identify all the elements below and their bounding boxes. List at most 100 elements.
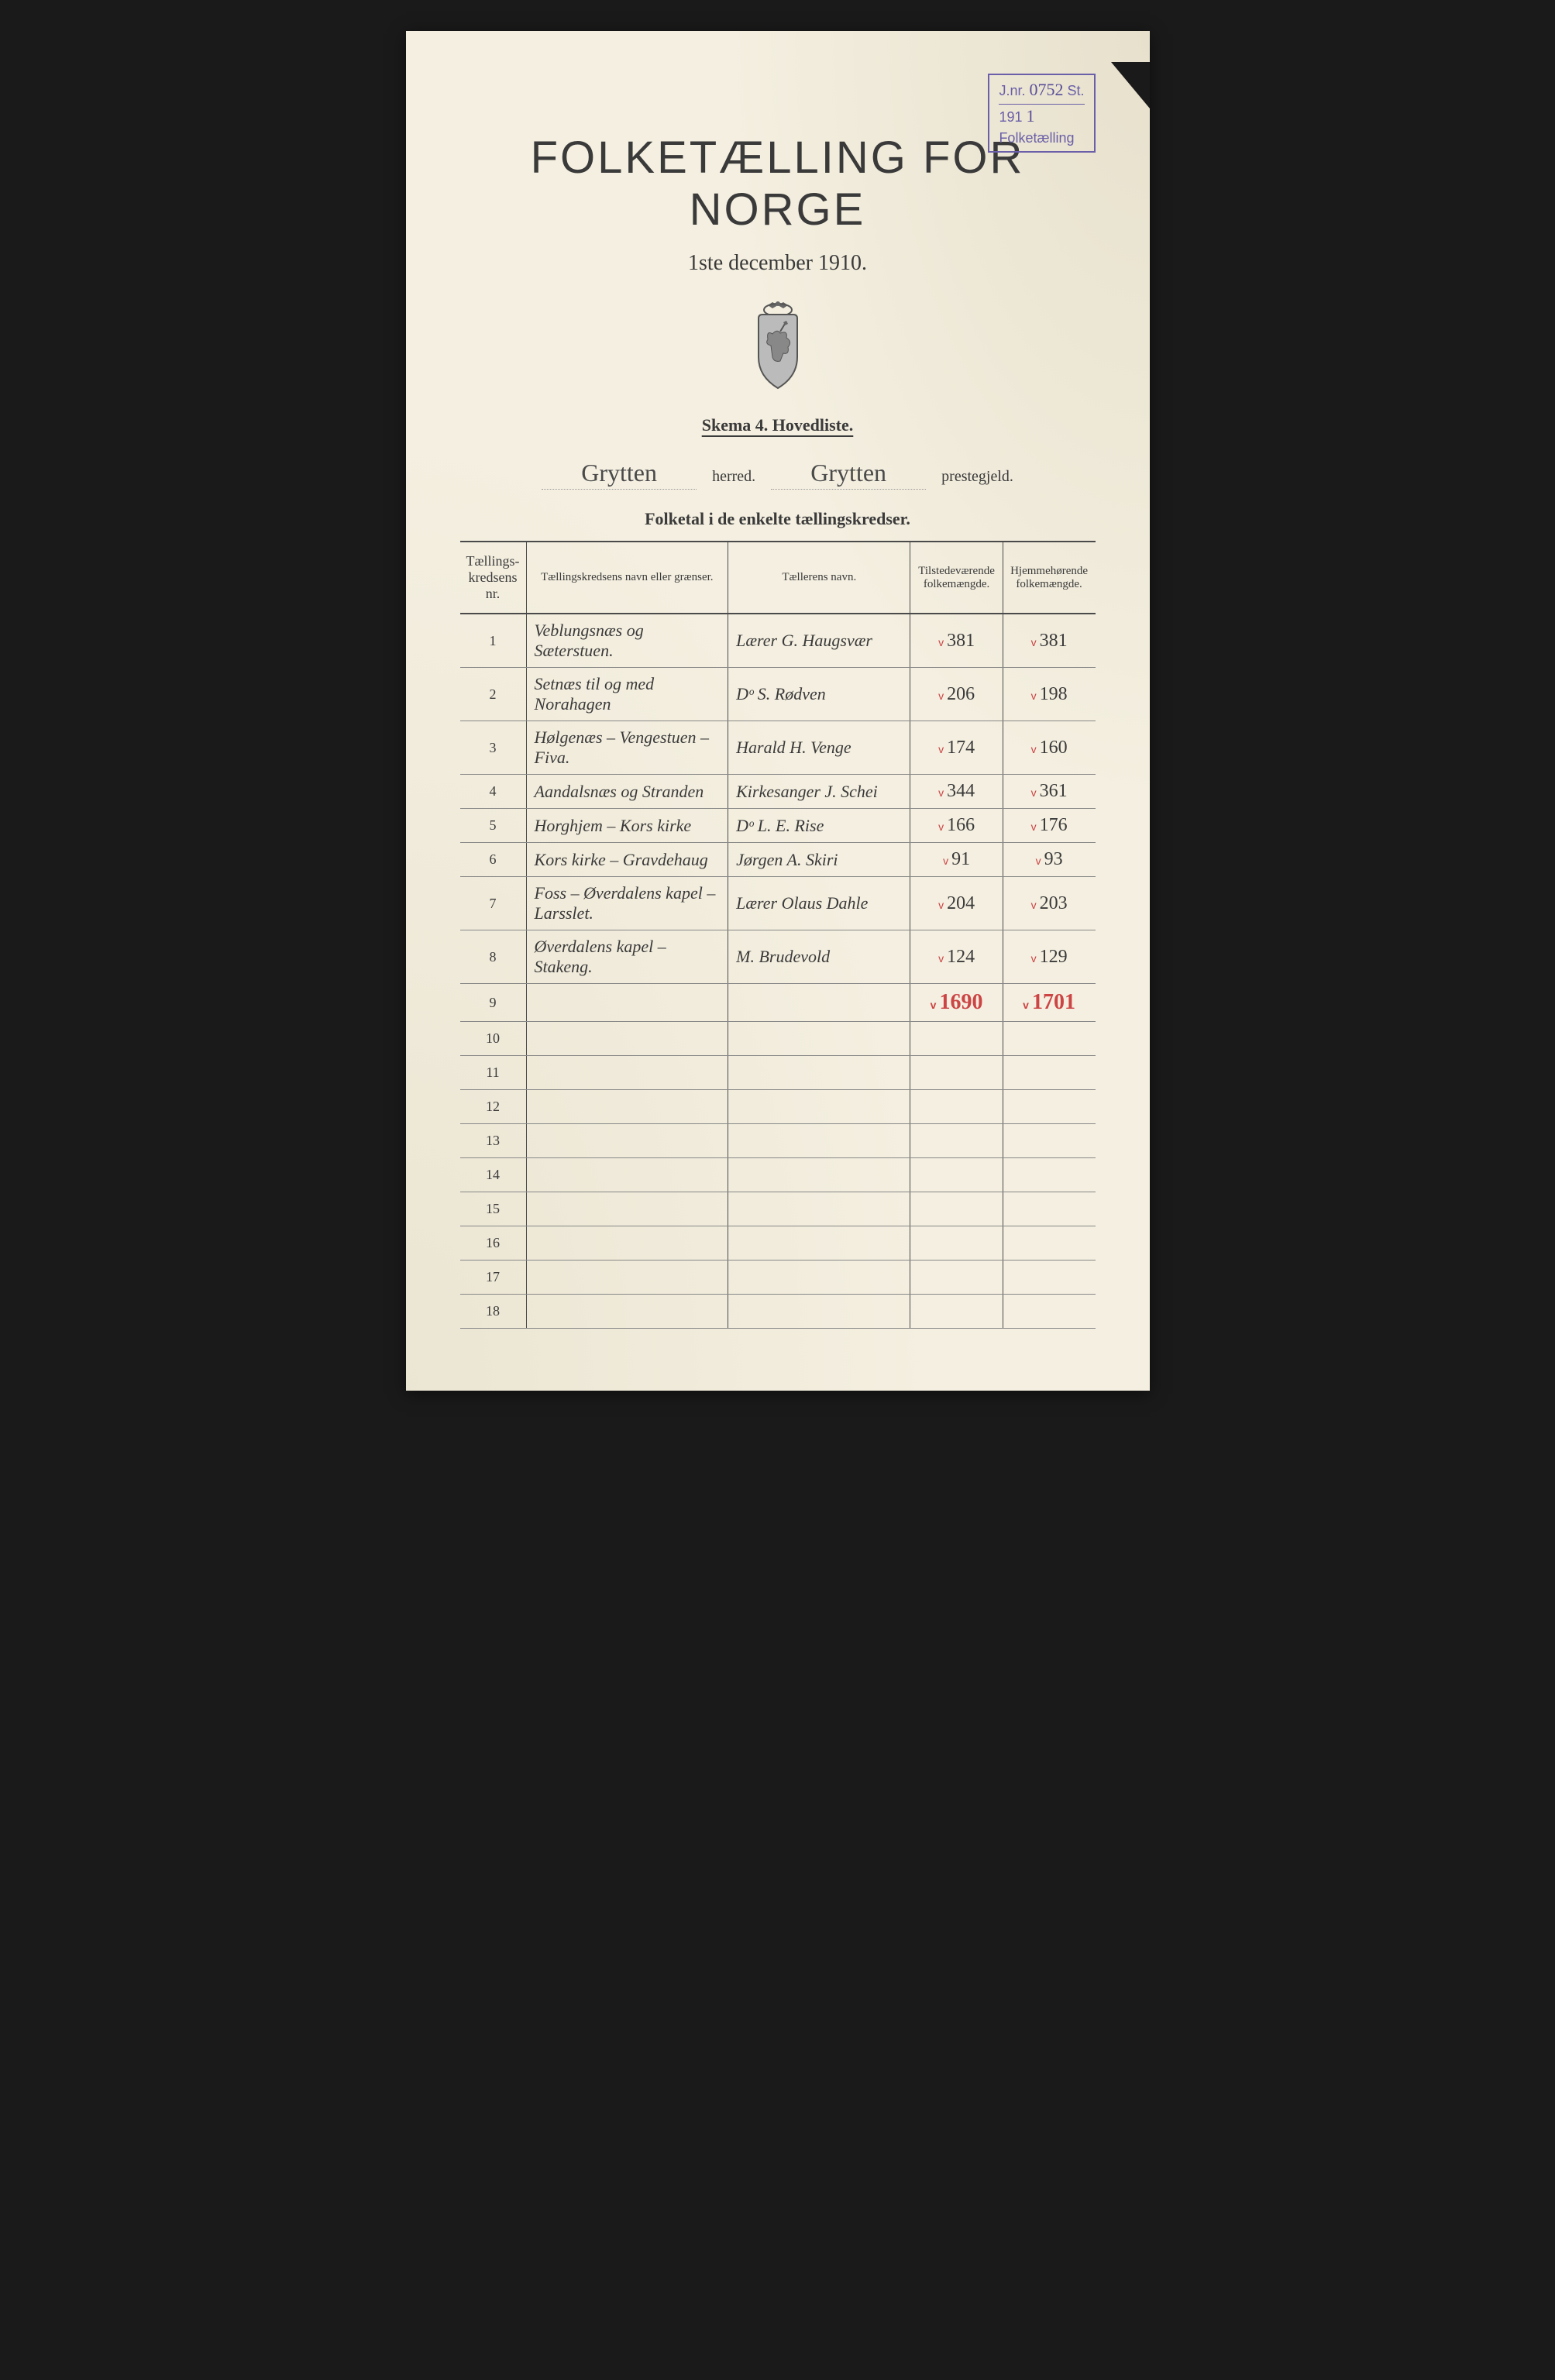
cell-empty: [728, 1158, 910, 1192]
skema-heading: Skema 4. Hovedliste.: [460, 415, 1096, 435]
cell-empty: [910, 1056, 1003, 1090]
cell-taeller: Harald H. Venge: [728, 721, 910, 775]
table-row-empty: 10: [460, 1022, 1096, 1056]
cell-empty: [910, 1090, 1003, 1124]
cell-empty: [1003, 1158, 1095, 1192]
herred-label: herred.: [712, 468, 755, 486]
stamp-year-digit: 1: [1027, 106, 1035, 126]
cell-navn: Setnæs til og med Norahagen: [526, 668, 728, 721]
cell-nr: 11: [460, 1056, 527, 1090]
cell-nr: 14: [460, 1158, 527, 1192]
table-row: 2 Setnæs til og med Norahagen Dᵒ S. Rødv…: [460, 668, 1096, 721]
cell-empty: [1003, 1124, 1095, 1158]
cell-nr: 8: [460, 930, 527, 984]
cell-hjem: v381: [1003, 614, 1095, 668]
cell-navn: Aandalsnæs og Stranden: [526, 775, 728, 809]
cell-tilst: v91: [910, 843, 1003, 877]
cell-tilst: v166: [910, 809, 1003, 843]
cell-taeller: Kirkesanger J. Schei: [728, 775, 910, 809]
cell-navn: Øverdalens kapel – Stakeng.: [526, 930, 728, 984]
prestegjeld-value: Grytten: [771, 459, 926, 490]
herred-line: Grytten herred. Grytten prestegjeld.: [460, 459, 1096, 490]
cell-taeller: M. Brudevold: [728, 930, 910, 984]
cell-hjem: v93: [1003, 843, 1095, 877]
cell-taeller: Dᵒ S. Rødven: [728, 668, 910, 721]
table-row-empty: 18: [460, 1295, 1096, 1329]
cell-empty: [526, 1158, 728, 1192]
cell-nr: 10: [460, 1022, 527, 1056]
cell-total-tilst: v1690: [910, 984, 1003, 1022]
cell-empty: [728, 1261, 910, 1295]
page-subtitle: 1ste december 1910.: [460, 251, 1096, 276]
herred-value: Grytten: [542, 459, 697, 490]
cell-nr: 17: [460, 1261, 527, 1295]
cell-empty: [728, 1022, 910, 1056]
table-row: 4 Aandalsnæs og Stranden Kirkesanger J. …: [460, 775, 1096, 809]
cell-navn: Horghjem – Kors kirke: [526, 809, 728, 843]
cell-hjem: v160: [1003, 721, 1095, 775]
cell-nr: 15: [460, 1192, 527, 1226]
column-header-nr: Tællings-kredsens nr.: [460, 542, 527, 614]
cell-nr: 2: [460, 668, 527, 721]
cell-hjem: v176: [1003, 809, 1095, 843]
cell-empty: [1003, 1022, 1095, 1056]
cell-empty: [910, 1192, 1003, 1226]
cell-empty: [728, 1056, 910, 1090]
cell-total-hjem: v1701: [1003, 984, 1095, 1022]
cell-empty: [910, 1261, 1003, 1295]
cell-empty: [526, 1226, 728, 1261]
cell-empty: [910, 1158, 1003, 1192]
coat-of-arms-icon: [460, 299, 1096, 392]
table-row: 3 Hølgenæs – Vengestuen – Fiva. Harald H…: [460, 721, 1096, 775]
cell-tilst: v174: [910, 721, 1003, 775]
prestegjeld-label: prestegjeld.: [941, 468, 1013, 486]
cell-empty: [910, 1226, 1003, 1261]
table-row-empty: 17: [460, 1261, 1096, 1295]
cell-tilst: v206: [910, 668, 1003, 721]
cell-empty: [1003, 1056, 1095, 1090]
stamp-jnr-number: 0752: [1029, 80, 1063, 99]
cell-nr: 13: [460, 1124, 527, 1158]
census-table: Tællings-kredsens nr. Tællingskredsens n…: [460, 541, 1096, 1329]
table-row-empty: 11: [460, 1056, 1096, 1090]
cell-tilst: v124: [910, 930, 1003, 984]
stamp-word: Folketælling: [999, 129, 1084, 148]
cell-nr: 4: [460, 775, 527, 809]
stamp-year: 191: [999, 109, 1022, 125]
cell-nr: 3: [460, 721, 527, 775]
cell-nr: 1: [460, 614, 527, 668]
cell-empty: [910, 1124, 1003, 1158]
cell-tilst: v344: [910, 775, 1003, 809]
cell-empty: [1003, 1226, 1095, 1261]
column-header-hjem: Hjemmehørende folkemængde.: [1003, 542, 1095, 614]
cell-taeller: [728, 984, 910, 1022]
cell-empty: [728, 1090, 910, 1124]
cell-tilst: v204: [910, 877, 1003, 930]
cell-empty: [526, 1295, 728, 1329]
cell-nr: 12: [460, 1090, 527, 1124]
cell-nr: 7: [460, 877, 527, 930]
column-header-navn: Tællingskredsens navn eller grænser.: [526, 542, 728, 614]
cell-navn: Foss – Øverdalens kapel – Larsslet.: [526, 877, 728, 930]
cell-navn: Kors kirke – Gravdehaug: [526, 843, 728, 877]
cell-empty: [526, 1090, 728, 1124]
table-row-empty: 12: [460, 1090, 1096, 1124]
column-header-tilst: Tilstedeværende folkemængde.: [910, 542, 1003, 614]
cell-nr: 18: [460, 1295, 527, 1329]
cell-empty: [728, 1124, 910, 1158]
cell-taeller: Lærer Olaus Dahle: [728, 877, 910, 930]
cell-nr: 6: [460, 843, 527, 877]
cell-navn: Veblungsnæs og Sæterstuen.: [526, 614, 728, 668]
registration-stamp: J.nr. 0752 St. 191 1 Folketælling: [988, 74, 1095, 153]
cell-empty: [728, 1295, 910, 1329]
cell-empty: [526, 1124, 728, 1158]
cell-empty: [1003, 1261, 1095, 1295]
cell-taeller: Dᵒ L. E. Rise: [728, 809, 910, 843]
cell-empty: [1003, 1192, 1095, 1226]
table-row-empty: 15: [460, 1192, 1096, 1226]
cell-empty: [526, 1022, 728, 1056]
cell-tilst: v381: [910, 614, 1003, 668]
cell-empty: [910, 1295, 1003, 1329]
census-page: J.nr. 0752 St. 191 1 Folketælling FOLKET…: [406, 31, 1150, 1391]
table-row: 6 Kors kirke – Gravdehaug Jørgen A. Skir…: [460, 843, 1096, 877]
